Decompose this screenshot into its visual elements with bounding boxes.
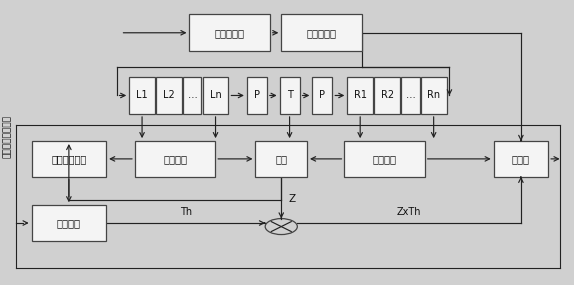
Text: 筛选: 筛选: [276, 154, 287, 164]
Text: Z: Z: [288, 194, 295, 204]
Text: 统计排序: 统计排序: [373, 154, 397, 164]
Bar: [189, 14, 270, 51]
Bar: [203, 77, 228, 114]
Text: …: …: [406, 90, 415, 101]
Text: 比较器: 比较器: [512, 154, 530, 164]
Text: ZxTh: ZxTh: [397, 207, 421, 217]
Text: 形状参数估计: 形状参数估计: [51, 154, 87, 164]
Bar: [129, 77, 155, 114]
Text: 门限控制: 门限控制: [57, 218, 81, 228]
Text: …: …: [188, 90, 197, 101]
Bar: [255, 141, 307, 177]
Bar: [156, 77, 182, 114]
Text: Ln: Ln: [210, 90, 222, 101]
Text: L2: L2: [163, 90, 175, 101]
Bar: [347, 77, 373, 114]
Text: 统计排序: 统计排序: [163, 154, 187, 164]
Text: Th: Th: [180, 207, 192, 217]
Text: P: P: [254, 90, 260, 101]
Text: R1: R1: [354, 90, 367, 101]
Text: R2: R2: [381, 90, 394, 101]
Text: P: P: [319, 90, 325, 101]
Bar: [135, 141, 215, 177]
Bar: [344, 141, 425, 177]
Bar: [374, 77, 400, 114]
Bar: [421, 77, 447, 114]
Text: 匹配滤波器: 匹配滤波器: [215, 28, 245, 38]
Bar: [247, 77, 267, 114]
Bar: [32, 205, 106, 241]
Text: Rn: Rn: [427, 90, 440, 101]
Bar: [494, 141, 548, 177]
Text: T: T: [286, 90, 293, 101]
Bar: [281, 14, 362, 51]
Bar: [280, 77, 300, 114]
Bar: [312, 77, 332, 114]
Text: 外部杂波环境选择: 外部杂波环境选择: [2, 115, 11, 158]
Bar: [32, 141, 106, 177]
Bar: [183, 77, 201, 114]
Text: L1: L1: [136, 90, 148, 101]
Bar: [401, 77, 420, 114]
Text: 平方检波器: 平方检波器: [307, 28, 336, 38]
